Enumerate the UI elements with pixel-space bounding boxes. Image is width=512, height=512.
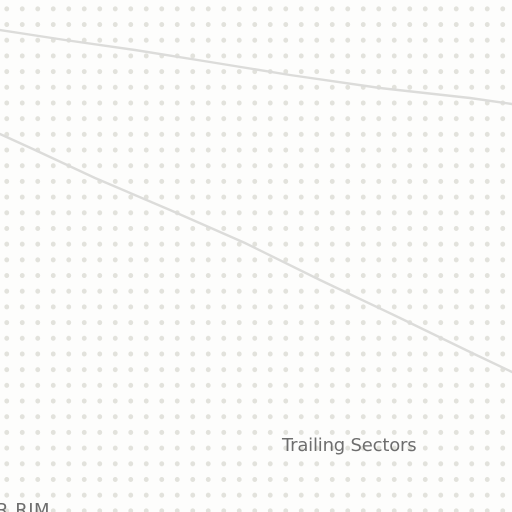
road-upper bbox=[0, 28, 512, 106]
area-label-rim: R RIM bbox=[0, 500, 51, 512]
area-label-trailing-sectors: Trailing Sectors bbox=[282, 435, 417, 456]
road-lower bbox=[0, 132, 512, 374]
